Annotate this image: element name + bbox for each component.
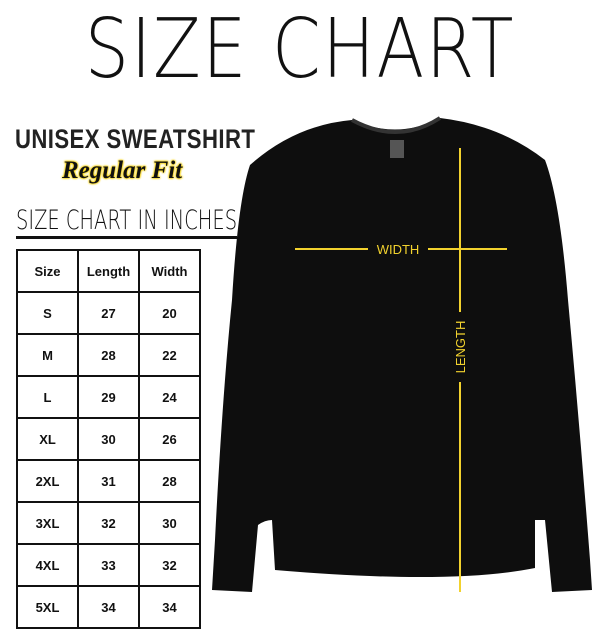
table-row: XL 30 26 — [16, 417, 201, 461]
size-table: Size Length Width S 27 20 M 28 22 L 29 24 XL 30 26 2… — [16, 249, 201, 629]
table-cell: 31 — [77, 459, 140, 503]
collar — [351, 116, 442, 134]
table-cell: 32 — [77, 501, 140, 545]
sweatshirt-shape — [212, 118, 592, 592]
table-cell: 3XL — [16, 501, 79, 545]
table-cell: M — [16, 333, 79, 377]
table-cell: S — [16, 291, 79, 335]
table-cell: XL — [16, 417, 79, 461]
table-cell: 33 — [77, 543, 140, 587]
table-cell: 28 — [77, 333, 140, 377]
header-cell: Length — [77, 249, 140, 293]
length-label: LENGTH — [453, 321, 468, 374]
table-cell: 30 — [77, 417, 140, 461]
table-cell: 22 — [138, 333, 201, 377]
product-name: UNISEX SWEATSHIRT — [15, 124, 256, 154]
table-cell: 20 — [138, 291, 201, 335]
sweatshirt-illustration: WIDTH LENGTH — [212, 116, 592, 592]
table-row: 4XL 33 32 — [16, 543, 201, 587]
header-cell: Size — [16, 249, 79, 293]
table-row: S 27 20 — [16, 291, 201, 335]
table-cell: 30 — [138, 501, 201, 545]
table-cell: 24 — [138, 375, 201, 419]
table-cell: 4XL — [16, 543, 79, 587]
table-row: L 29 24 — [16, 375, 201, 419]
chart-heading: SIZE CHART IN INCHES — [16, 206, 238, 239]
table-row: M 28 22 — [16, 333, 201, 377]
table-cell: 26 — [138, 417, 201, 461]
page-title: SIZE CHART — [84, 2, 516, 97]
fit-label: Regular Fit — [62, 157, 183, 184]
width-label: WIDTH — [377, 242, 420, 257]
table-cell: 29 — [77, 375, 140, 419]
table-cell: 28 — [138, 459, 201, 503]
table-header-row: Size Length Width — [16, 249, 201, 293]
table-cell: 32 — [138, 543, 201, 587]
table-cell: 27 — [77, 291, 140, 335]
table-cell: L — [16, 375, 79, 419]
neck-tag — [390, 140, 404, 158]
table-row: 3XL 32 30 — [16, 501, 201, 545]
header-cell: Width — [138, 249, 201, 293]
table-cell: 2XL — [16, 459, 79, 503]
table-row: 2XL 31 28 — [16, 459, 201, 503]
